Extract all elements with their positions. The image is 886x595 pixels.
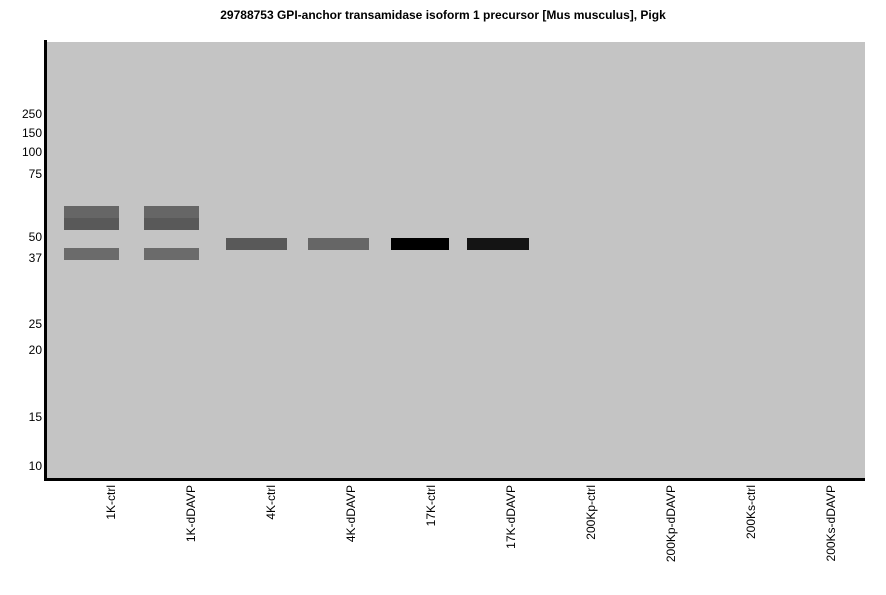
y-axis-tick-50: 50: [28, 230, 42, 244]
y-axis-tick-100: 100: [21, 145, 42, 159]
gel-plot-area: [47, 42, 865, 479]
gel-band: [226, 238, 287, 250]
y-axis-tick-10: 10: [28, 459, 42, 473]
x-axis-tick-200kp-ctrl: 200Kp-ctrl: [584, 485, 598, 540]
y-axis-tick-75: 75: [28, 167, 42, 181]
y-axis-tick-labels: 250 150 100 75 50 37 25 20 15 10: [0, 0, 42, 595]
page-title: 29788753 GPI-anchor transamidase isoform…: [220, 8, 666, 22]
y-axis-tick-25: 25: [28, 317, 42, 331]
x-axis-line: [44, 478, 865, 481]
x-axis-tick-200kp-ddavp: 200Kp-dDAVP: [664, 485, 678, 563]
y-axis-tick-20: 20: [28, 343, 42, 357]
y-axis-tick-250: 250: [21, 107, 42, 121]
gel-band: [144, 248, 199, 260]
gel-band: [308, 238, 369, 250]
gel-band: [64, 248, 119, 260]
x-axis-tick-200ks-ctrl: 200Ks-ctrl: [744, 485, 758, 540]
x-axis-tick-1k-ctrl: 1K-ctrl: [104, 485, 118, 520]
y-axis-line: [44, 40, 47, 481]
x-axis-tick-4k-ddavp: 4K-dDAVP: [344, 485, 358, 543]
x-axis-tick-17k-ddavp: 17K-dDAVP: [504, 485, 518, 549]
x-axis-tick-1k-ddavp: 1K-dDAVP: [184, 485, 198, 543]
gel-band: [64, 206, 119, 218]
x-axis-tick-17k-ctrl: 17K-ctrl: [424, 485, 438, 527]
gel-band: [144, 218, 199, 230]
gel-band: [391, 238, 449, 250]
x-axis-tick-4k-ctrl: 4K-ctrl: [264, 485, 278, 520]
gel-band: [467, 238, 529, 250]
y-axis-tick-150: 150: [21, 126, 42, 140]
y-axis-tick-37: 37: [28, 251, 42, 265]
gel-band: [64, 218, 119, 230]
x-axis-tick-200ks-ddavp: 200Ks-dDAVP: [824, 485, 838, 562]
gel-band: [144, 206, 199, 218]
x-axis-tick-labels: 1K-ctrl 1K-dDAVP 4K-ctrl 4K-dDAVP 17K-ctrl 17…: [0, 479, 886, 595]
y-axis-tick-15: 15: [28, 410, 42, 424]
